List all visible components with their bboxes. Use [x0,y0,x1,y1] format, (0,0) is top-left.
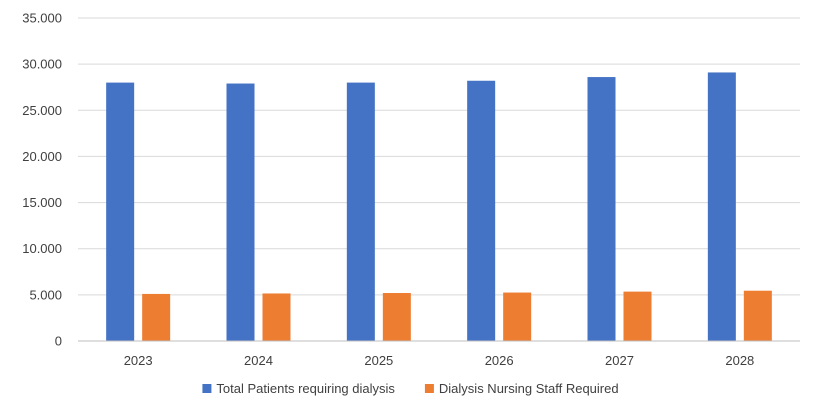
x-tick-label: 2028 [725,353,754,368]
y-tick-label: 30.000 [22,57,62,72]
y-axis-tick-labels: 0 5.000 10.000 15.000 20.000 25.000 30.000 35.0… [22,11,62,349]
bar-total-patients-2025 [346,82,375,341]
grid-lines [78,17,800,296]
bar-nursing-staff-2023 [142,293,171,341]
bar-nursing-staff-2024 [262,293,291,341]
y-tick-label: 10.000 [22,241,62,256]
bars [106,72,772,342]
legend-item-nursing-staff: Dialysis Nursing Staff Required [424,381,619,396]
bar-total-patients-2024 [226,83,255,341]
legend-item-total-patients: Total Patients requiring dialysis [202,381,395,396]
legend-label: Dialysis Nursing Staff Required [439,381,619,396]
legend-label: Total Patients requiring dialysis [216,381,395,396]
x-tick-label: 2024 [244,353,273,368]
bar-total-patients-2023 [106,82,135,341]
x-tick-label: 2025 [364,353,393,368]
bar-nursing-staff-2025 [382,293,411,341]
bar-nursing-staff-2026 [503,292,532,341]
y-tick-label: 5.000 [29,287,62,302]
x-tick-label: 2023 [124,353,153,368]
x-axis-tick-labels: 2023 2024 2025 2026 2027 2028 [124,353,755,368]
y-tick-label: 25.000 [22,103,62,118]
legend-swatch [202,384,212,393]
x-tick-label: 2027 [605,353,634,368]
y-tick-label: 20.000 [22,149,62,164]
bar-nursing-staff-2027 [623,291,652,341]
y-tick-label: 15.000 [22,195,62,210]
bar-nursing-staff-2028 [743,290,772,341]
y-tick-label: 35.000 [22,11,62,26]
x-tick-label: 2026 [485,353,514,368]
legend-swatch [424,384,434,393]
bar-total-patients-2027 [587,77,616,341]
bar-total-patients-2026 [467,80,496,342]
legend: Total Patients requiring dialysis Dialysi… [202,381,619,396]
y-tick-label: 0 [55,334,62,349]
bar-total-patients-2028 [707,72,736,341]
